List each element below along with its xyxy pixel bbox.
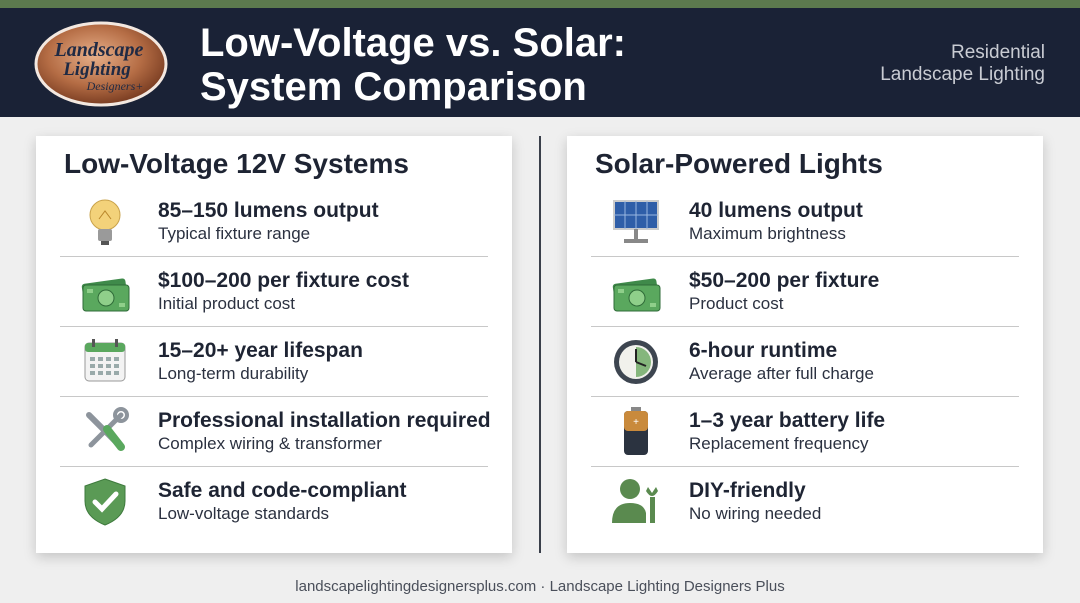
feature-subtitle: Average after full charge — [689, 364, 874, 383]
feature-title: 15–20+ year lifespan — [158, 339, 363, 362]
panel: Low-Voltage 12V Systems 85–150 lumens out… — [36, 136, 512, 553]
feature-subtitle: Typical fixture range — [158, 224, 311, 243]
tagline-line: Landscape Lighting — [880, 64, 1045, 85]
feature-title: 1–3 year battery life — [689, 409, 886, 432]
feature-subtitle: Product cost — [689, 294, 784, 313]
icon — [81, 278, 130, 312]
feature-title: $50–200 per fixture — [689, 269, 880, 292]
footer: landscapelightingdesignersplus.com · Lan… — [295, 578, 785, 595]
feature-subtitle: No wiring needed — [689, 504, 822, 523]
feature-title: Professional installation required — [158, 409, 491, 432]
logo-text: Designers+ — [86, 79, 144, 93]
title-line: System Comparison — [200, 65, 587, 109]
feature-row: 15–20+ year lifespan Long-term durability — [60, 327, 488, 397]
feature-title: 85–150 lumens output — [158, 199, 379, 222]
feature-row: +1–3 year battery life Replacement freque… — [591, 397, 1019, 467]
panel-heading: Low-Voltage 12V Systems — [64, 148, 409, 179]
logo-text: Lighting — [62, 59, 131, 80]
feature-subtitle: Maximum brightness — [689, 224, 846, 243]
feature-row: 6-hour runtime Average after full charge — [591, 327, 1019, 397]
feature-title: 6-hour runtime — [689, 339, 838, 362]
icon — [613, 200, 659, 243]
feature-row: 40 lumens output Maximum brightness — [591, 187, 1019, 257]
feature-title: DIY-friendly — [689, 479, 806, 502]
feature-row: 85–150 lumens output Typical fixture rang… — [60, 187, 488, 257]
logo-text: Landscape — [54, 39, 144, 61]
feature-subtitle: Replacement frequency — [689, 434, 869, 453]
feature-title: 40 lumens output — [689, 199, 863, 222]
feature-title: Safe and code-compliant — [158, 479, 407, 502]
icon — [89, 199, 121, 245]
tagline-line: Residential — [951, 42, 1045, 63]
icon — [84, 339, 126, 382]
icon — [84, 478, 126, 526]
panel: Solar-Powered Lights 40 lumens output Maxi… — [567, 136, 1043, 553]
feature-subtitle: Complex wiring & transformer — [158, 434, 382, 453]
feature-subtitle: Long-term durability — [158, 364, 309, 383]
icon — [612, 278, 661, 312]
top-strip — [0, 0, 1080, 8]
title: Low-Voltage vs. Solar: System Comparison — [200, 21, 626, 109]
feature-row: $100–200 per fixture cost Initial product… — [60, 257, 488, 327]
icon — [614, 340, 658, 384]
divider — [539, 136, 541, 553]
title-line: Low-Voltage vs. Solar: — [200, 21, 626, 65]
feature-row: $50–200 per fixture Product cost — [591, 257, 1019, 327]
feature-subtitle: Low-voltage standards — [158, 504, 330, 523]
feature-row: DIY-friendly No wiring needed — [591, 467, 1019, 537]
feature-row: Professional installation required Comple… — [60, 397, 491, 467]
panel-heading: Solar-Powered Lights — [595, 148, 883, 179]
feature-row: Safe and code-compliant Low-voltage stand… — [60, 467, 488, 537]
icon: + — [624, 407, 648, 455]
logo: Landscape Lighting Designers+ — [34, 21, 168, 107]
icon — [612, 479, 658, 523]
icon — [86, 407, 129, 451]
header: Landscape Lighting Designers+ Low-Voltag… — [0, 8, 1080, 117]
svg-text:+: + — [633, 417, 639, 428]
feature-subtitle: Initial product cost — [158, 294, 296, 313]
feature-title: $100–200 per fixture cost — [158, 269, 409, 292]
tagline: Residential Landscape Lighting — [880, 42, 1045, 86]
